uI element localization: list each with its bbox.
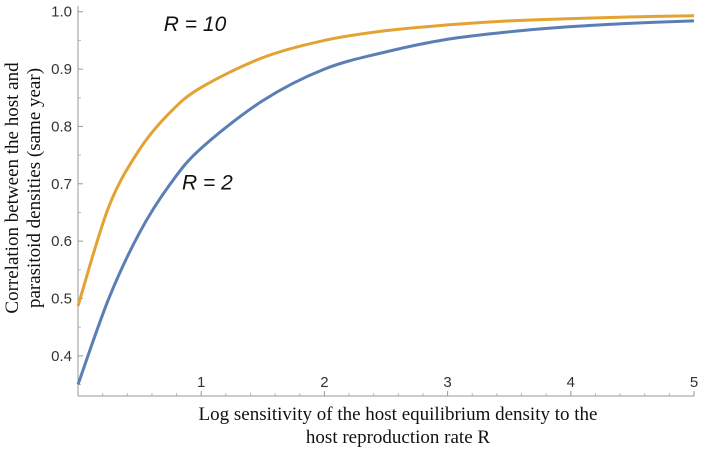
- x-tick-label: 3: [443, 374, 451, 391]
- series-line-r10: [76, 14, 695, 307]
- x-axis-title-line1: Log sensitivity of the host equilibrium …: [199, 404, 598, 425]
- y-tick-label: 1.0: [51, 4, 72, 21]
- x-tick-label: 2: [320, 374, 328, 391]
- y-tick-label: 0.6: [51, 233, 72, 250]
- series-group: [76, 14, 695, 386]
- y-axis-title-line1: Correlation between the host and: [2, 62, 23, 314]
- x-axis-ticks: 1 2 3 4 5: [102, 374, 698, 396]
- x-axis-title-line2: host reproduction rate R: [306, 427, 490, 448]
- series-line-r2: [76, 19, 695, 386]
- y-axis-title: Correlation between the host and parasit…: [2, 62, 45, 314]
- y-axis-title-line2: parasitoid densities (same year): [24, 68, 45, 308]
- annotations: R = 10 R = 2: [164, 13, 233, 194]
- y-tick-label: 0.9: [51, 61, 72, 78]
- annotation-r10: R = 10: [164, 13, 227, 36]
- y-tick-label: 0.4: [51, 348, 72, 365]
- y-tick-label: 0.8: [51, 118, 72, 135]
- y-tick-label: 0.5: [51, 291, 72, 308]
- x-tick-label: 5: [690, 374, 698, 391]
- y-tick-label: 0.7: [51, 176, 72, 193]
- x-tick-label: 4: [567, 374, 575, 391]
- x-tick-label: 1: [197, 374, 205, 391]
- annotation-r2: R = 2: [182, 172, 233, 195]
